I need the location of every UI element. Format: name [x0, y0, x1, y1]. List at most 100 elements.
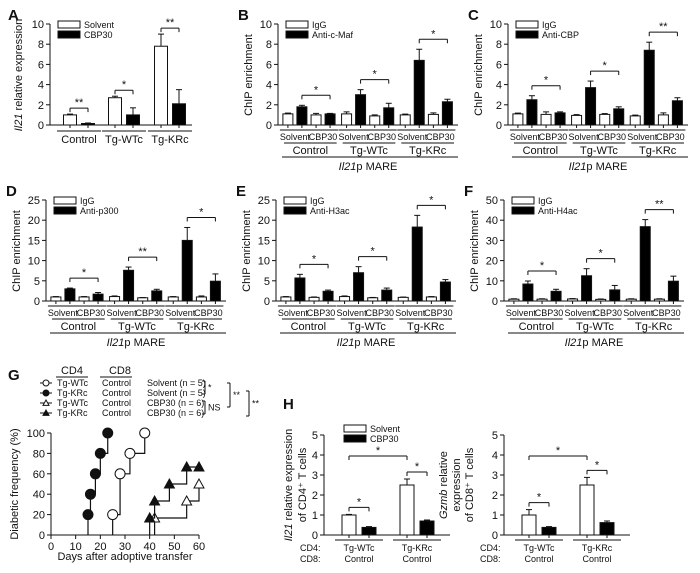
significance-mark: **: [252, 399, 260, 409]
legend-label: CBP30: [370, 434, 399, 444]
x-axis-label: Il21p MARE: [565, 337, 624, 349]
significance-mark: *: [556, 445, 561, 457]
marker-triangle: [42, 398, 50, 406]
y-tick-label: 20: [258, 215, 270, 227]
bar-cbp30: [81, 122, 95, 126]
cd8-value: Control: [524, 554, 553, 564]
y-axis-label-line2: expression: [451, 458, 463, 511]
bar-solvent: [63, 114, 77, 126]
subgroup-label: Solvent: [107, 308, 138, 318]
bar-igg: [137, 297, 149, 302]
bar-antibody: [639, 226, 651, 302]
legend-cd4: Tg-WTc: [57, 398, 88, 408]
group-label: Tg-KRc: [635, 321, 673, 333]
y-axis-label-line1-italic: Il21: [283, 524, 295, 542]
bar-igg: [653, 298, 665, 302]
y-tick-label: 20: [33, 510, 45, 522]
legend-cd4: Tg-KRc: [57, 388, 88, 398]
y-tick-label: 1: [492, 510, 498, 522]
legend-cd8: Control: [102, 378, 131, 388]
x-axis-label-rest: p MARE: [582, 337, 623, 349]
marker-circle: [84, 488, 96, 500]
legend-label: IgG: [310, 196, 325, 206]
subgroup-label: CBP30: [77, 308, 106, 318]
y-tick-label: 4: [496, 80, 502, 92]
marker-triangle: [180, 460, 193, 472]
y-tick-label: 2: [38, 100, 44, 112]
y-tick-label: 4: [38, 80, 44, 92]
significance-mark: **: [75, 97, 84, 109]
marker-triangle: [148, 495, 161, 506]
y-tick-label: 5: [492, 430, 498, 442]
significance-mark: NS: [208, 403, 221, 413]
panel-g: CD4 CD8 Tg-WTc Control Solvent (n = 5) Tg-KRc…: [9, 365, 260, 563]
x-axis-label-rest: p MARE: [586, 161, 627, 173]
legend-swatch: [515, 20, 539, 29]
bar-solvent: [154, 45, 168, 126]
y-tick-label: 15: [258, 235, 270, 247]
x-tick-label: 10: [70, 541, 82, 553]
y-axis-label-line1-rest: relative: [438, 451, 450, 490]
x-axis-label-italic: Il21: [107, 337, 125, 349]
y-tick-label: 5: [34, 276, 40, 288]
bar-igg: [50, 296, 62, 302]
bar-antibody: [355, 94, 367, 126]
x-tick-label: 60: [193, 541, 205, 553]
bar-igg: [599, 113, 611, 126]
significance-mark: *: [415, 461, 420, 473]
subgroup-label: Solvent: [395, 308, 426, 318]
y-axis-label-line2: of CD4⁺ T cells: [297, 447, 309, 522]
subgroup-label: Solvent: [506, 308, 537, 318]
legend-treatment: CBP30 (n = 6): [147, 408, 204, 418]
y-tick-label: 10: [32, 19, 44, 31]
legend-label: IgG: [538, 196, 553, 206]
y-tick-label: 2: [312, 490, 318, 502]
legend-treatment: Solvent (n = 5): [147, 388, 206, 398]
legend-swatch: [57, 30, 81, 39]
legend-swatch: [285, 20, 309, 29]
group-label: Control: [291, 321, 326, 333]
y-axis-label: ChIP enrichment: [243, 34, 255, 116]
marker-triangle: [193, 477, 205, 489]
marker-triangle: [193, 460, 205, 472]
bar-cbp30: [541, 526, 557, 536]
legend-header-cd8: CD8: [109, 365, 131, 377]
bar-igg: [78, 296, 90, 302]
y-axis-label-line1-rest: relative expression: [283, 429, 295, 524]
y-tick-label: 0: [264, 296, 270, 308]
x-axis-label-rest: p MARE: [354, 337, 395, 349]
bar-igg: [629, 115, 641, 126]
treatment-name: CBP30: [147, 408, 178, 418]
legend-cd8: Control: [102, 398, 131, 408]
marker-circle: [89, 468, 101, 480]
subgroup-label: CBP30: [194, 308, 223, 318]
marker-circle: [82, 509, 94, 521]
x-axis-label-italic: Il21: [569, 161, 587, 173]
significance-mark: **: [233, 390, 241, 400]
bar-antibody: [209, 280, 221, 302]
y-tick-label: 0: [312, 530, 318, 542]
significance-mark: *: [312, 253, 317, 265]
x-axis-label-rest: p MARE: [356, 161, 397, 173]
y-tick-label: 6: [266, 59, 272, 71]
significance-mark: *: [208, 383, 212, 393]
legend-swatch: [343, 434, 367, 443]
bar-antibody: [413, 59, 425, 126]
legend-swatch: [283, 206, 307, 215]
y-tick-label: 3: [492, 470, 498, 482]
marker-triangle: [42, 408, 50, 416]
y-axis-label: Diabetic frequency (%): [9, 428, 21, 539]
y-axis-label-line1: Gzmb relative: [438, 451, 450, 519]
marker-circle: [114, 468, 126, 480]
significance-mark: *: [603, 60, 608, 72]
group-label: Tg-WTc: [118, 321, 156, 333]
subgroup-label: Solvent: [397, 132, 428, 142]
legend-label: IgG: [80, 196, 95, 206]
group-label: Control: [61, 321, 96, 333]
significance-mark: **: [659, 21, 668, 33]
y-tick-label: 25: [28, 195, 40, 207]
y-axis-label: Il21 relative expression: [13, 19, 25, 132]
bar-antibody: [411, 226, 423, 302]
